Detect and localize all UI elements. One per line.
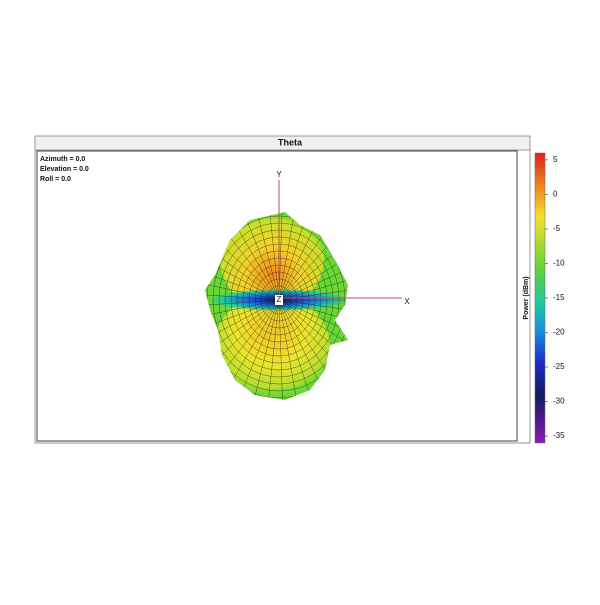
x-axis-label: X (404, 297, 410, 306)
z-axis-label: Z (277, 295, 282, 304)
colorbar-tick-label: -10 (553, 259, 565, 268)
colorbar-tick-label: -5 (553, 224, 561, 233)
colorbar-tick-label: -20 (553, 328, 565, 337)
roll: Roll = 0.0 (40, 176, 71, 183)
z-label-bg (275, 295, 283, 305)
colorbar-tick-label: -15 (553, 293, 565, 302)
colorbar-tick-label: -35 (553, 431, 565, 440)
y-axis-label: Y (276, 170, 282, 179)
colorbar-tick-label: -25 (553, 362, 565, 371)
colorbar-label: Power (dBm) (523, 276, 530, 319)
colorbar-tick-label: -30 (553, 397, 565, 406)
title-bar (34, 135, 531, 151)
colorbar-tick-label: 0 (553, 190, 558, 199)
plot-title: Theta (278, 137, 303, 147)
colorbar-tick-label: 5 (553, 155, 558, 164)
colorbar (534, 152, 546, 444)
elevation: Elevation = 0.0 (40, 166, 89, 173)
azimuth: Azimuth = 0.0 (40, 156, 85, 163)
